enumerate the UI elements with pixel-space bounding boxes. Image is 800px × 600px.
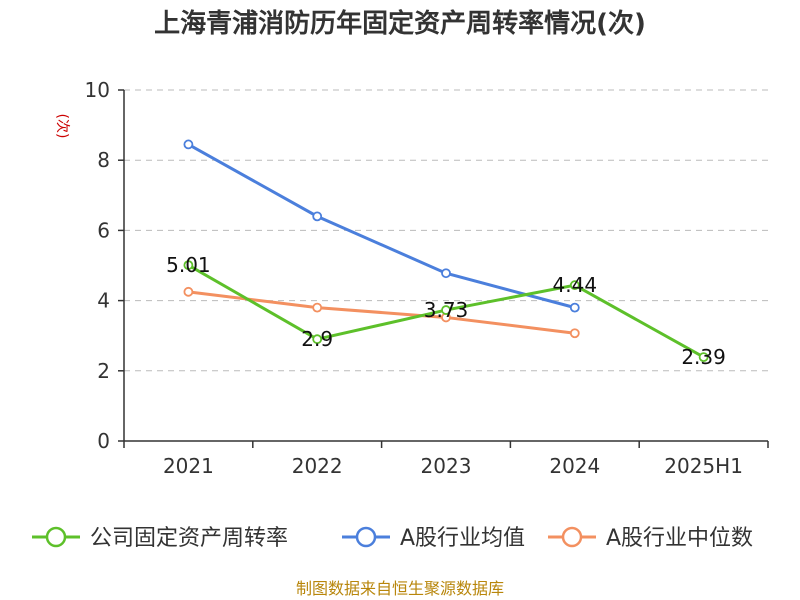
data-label-2024: 4.44 [553, 273, 598, 297]
legend-marker-0 [45, 526, 67, 548]
data-label-2022: 2.9 [301, 327, 333, 351]
point-0-2021 [183, 260, 194, 271]
point-0-2023 [441, 305, 451, 315]
y-axis-label: (次) [54, 114, 70, 139]
series-group [183, 139, 709, 363]
point-0-2025H1 [698, 352, 709, 363]
series-line-1 [187, 143, 576, 310]
source-note: 制图数据来自恒生聚源数据库 [296, 579, 504, 598]
legend-marker-1 [355, 526, 377, 548]
point-1-2023 [441, 268, 451, 279]
y-tick-label-6: 6 [97, 218, 110, 242]
y-tick-label-0: 0 [97, 429, 110, 453]
y-tick-label-4: 4 [97, 289, 110, 313]
x-tick-label-2021: 2021 [163, 454, 214, 478]
grid [124, 89, 768, 372]
point-1-2021 [183, 139, 194, 150]
data-label-2021: 5.01 [166, 253, 211, 277]
point-1-2022 [312, 211, 323, 222]
point-2-2024 [569, 328, 580, 339]
y-tick-label-10: 10 [85, 78, 110, 102]
series-line-2 [188, 290, 575, 335]
y-tick-label-8: 8 [97, 148, 110, 172]
x-tick-label-2024: 2024 [549, 454, 600, 478]
y-tick-label-2: 2 [97, 359, 110, 383]
legend-label-2: A股行业中位数 [606, 526, 753, 551]
data-label-2023: 3.73 [424, 298, 469, 322]
data-labels: 5.01 2.9 3.73 4.44 2.39 [166, 253, 726, 369]
point-2-2022 [312, 302, 323, 313]
x-tick-label-2025H1: 2025H1 [664, 454, 743, 478]
chart-title: 上海青浦消防历年固定资产周转率情况(次) [154, 8, 646, 39]
legend-marker-2 [561, 526, 583, 548]
x-tick-label-2023: 2023 [421, 454, 472, 478]
data-label-2025H1: 2.39 [681, 345, 726, 369]
point-1-2024 [569, 302, 580, 313]
legend-label-0: 公司固定资产周转率 [90, 526, 288, 551]
axes: 0 2 4 6 8 10 2021 2022 2023 2024 2025H1 [85, 78, 769, 478]
point-2-2021 [183, 286, 194, 297]
x-tick-label-2022: 2022 [292, 454, 343, 478]
point-0-2024 [569, 280, 580, 291]
legend-label-1: A股行业均值 [400, 526, 525, 551]
legend[interactable]: 公司固定资产周转率 A股行业均值 A股行业中位数 [32, 526, 753, 551]
point-0-2022 [312, 334, 323, 345]
